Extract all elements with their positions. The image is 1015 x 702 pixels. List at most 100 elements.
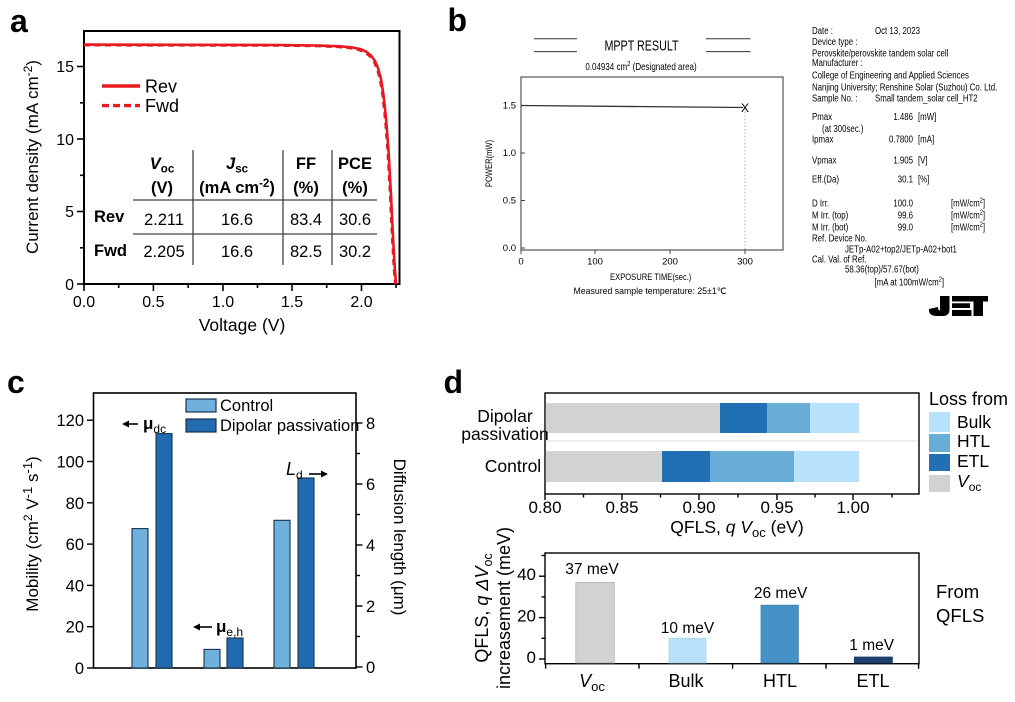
- svg-text:μe,h: μe,h: [216, 617, 243, 639]
- svg-text:16.6: 16.6: [221, 243, 253, 261]
- svg-text:[mA at 100mW/cm2]: [mA at 100mW/cm2]: [874, 276, 944, 288]
- svg-text:60: 60: [66, 536, 84, 554]
- svg-text:JETp-A02+top2/JETp-A02+bot1: JETp-A02+top2/JETp-A02+bot1: [845, 243, 957, 254]
- svg-text:0.80: 0.80: [528, 498, 561, 517]
- svg-text:4: 4: [366, 537, 375, 555]
- svg-text:30.2: 30.2: [339, 243, 371, 261]
- svg-text:10: 10: [56, 132, 74, 149]
- svg-text:Vpmax: Vpmax: [812, 154, 837, 165]
- svg-text:Dipolar: Dipolar: [477, 406, 533, 426]
- svg-text:[mW/cm2]: [mW/cm2]: [951, 197, 985, 209]
- svg-text:2.211: 2.211: [144, 211, 184, 229]
- svg-text:0.0: 0.0: [503, 243, 516, 254]
- svg-text:Diffusion length (μm): Diffusion length (μm): [390, 459, 409, 616]
- svg-text:40: 40: [66, 577, 84, 595]
- svg-text:Small tandem_solar cell_HT2: Small tandem_solar cell_HT2: [875, 92, 978, 103]
- svg-text:HTL: HTL: [763, 671, 797, 691]
- svg-text:2.205: 2.205: [143, 243, 184, 261]
- svg-text:Date :: Date :: [812, 25, 833, 36]
- svg-text:(V): (V): [151, 179, 173, 197]
- svg-text:ETL: ETL: [856, 671, 889, 691]
- svg-text:QFLS, q Voc (eV): QFLS, q Voc (eV): [670, 517, 803, 540]
- svg-text:QFLS: QFLS: [936, 605, 984, 626]
- svg-text:Bulk: Bulk: [668, 671, 704, 691]
- svg-text:20: 20: [517, 607, 536, 626]
- svg-text:6: 6: [366, 476, 375, 494]
- svg-text:[mW/cm2]: [mW/cm2]: [951, 209, 985, 221]
- svg-text:0: 0: [527, 648, 536, 667]
- svg-text:Control: Control: [220, 397, 273, 415]
- svg-text:Oct 13, 2023: Oct 13, 2023: [875, 25, 920, 36]
- svg-text:[mW/cm2]: [mW/cm2]: [951, 221, 985, 233]
- svg-text:0.0: 0.0: [73, 294, 95, 311]
- svg-text:[mA]: [mA]: [918, 133, 934, 144]
- svg-text:20: 20: [66, 619, 84, 637]
- svg-text:0: 0: [518, 257, 523, 268]
- svg-text:0.5: 0.5: [142, 294, 164, 311]
- svg-text:1.0: 1.0: [503, 148, 516, 159]
- svg-text:83.4: 83.4: [290, 211, 322, 229]
- svg-text:QFLS, q ΔVoc: QFLS, q ΔVoc: [472, 553, 495, 662]
- svg-text:Control: Control: [485, 456, 541, 476]
- svg-text:increasement (meV): increasement (meV): [494, 527, 514, 689]
- svg-text:Fwd: Fwd: [94, 242, 127, 260]
- svg-text:X: X: [741, 101, 749, 115]
- svg-text:Voc: Voc: [150, 155, 175, 176]
- svg-text:(at 300sec.): (at 300sec.): [822, 123, 864, 134]
- svg-text:1.0: 1.0: [212, 294, 234, 311]
- svg-text:Device type :: Device type :: [812, 36, 857, 47]
- svg-text:(%): (%): [293, 179, 319, 197]
- svg-text:ETL: ETL: [957, 451, 989, 471]
- svg-text:EXPOSURE TIME(sec.): EXPOSURE TIME(sec.): [610, 271, 691, 282]
- svg-text:0: 0: [65, 277, 74, 294]
- svg-text:0.04934 cm2 (Designated area): 0.04934 cm2 (Designated area): [585, 60, 696, 72]
- svg-text:Manufacturer :: Manufacturer :: [812, 57, 863, 68]
- svg-text:Current density (mA cm-2): Current density (mA cm-2): [21, 60, 42, 254]
- svg-text:Jsc: Jsc: [226, 155, 249, 176]
- svg-text:58.36(top)/57.67(bot): 58.36(top)/57.67(bot): [845, 263, 919, 274]
- svg-text:1.5: 1.5: [281, 294, 303, 311]
- svg-text:0.85: 0.85: [605, 498, 638, 517]
- svg-text:c: c: [7, 364, 25, 400]
- svg-text:Sample No. :: Sample No. :: [812, 92, 857, 103]
- svg-text:[mW]: [mW]: [918, 111, 936, 122]
- svg-text:1.905: 1.905: [893, 154, 913, 165]
- svg-text:From: From: [936, 581, 979, 602]
- svg-text:99.6: 99.6: [898, 209, 913, 220]
- svg-text:HTL: HTL: [957, 431, 990, 451]
- svg-text:Mobility (cm2 V-1 s-1): Mobility (cm2 V-1 s-1): [20, 456, 42, 611]
- svg-text:0.90: 0.90: [682, 498, 715, 517]
- svg-text:Bulk: Bulk: [957, 412, 991, 432]
- svg-text:0.5: 0.5: [503, 196, 516, 207]
- svg-text:30.6: 30.6: [339, 211, 371, 229]
- svg-text:Cal. Val. of Ref.: Cal. Val. of Ref.: [812, 253, 866, 264]
- svg-text:Eff.(Da): Eff.(Da): [812, 173, 839, 184]
- svg-text:Ref. Device No.: Ref. Device No.: [812, 232, 867, 243]
- svg-text:100.0: 100.0: [893, 197, 913, 208]
- svg-text:82.5: 82.5: [290, 243, 322, 261]
- svg-text:Ipmax: Ipmax: [812, 133, 834, 144]
- svg-text:40: 40: [517, 565, 536, 584]
- svg-text:1 meV: 1 meV: [849, 637, 894, 654]
- svg-text:Loss from: Loss from: [929, 389, 1008, 409]
- svg-text:37 meV: 37 meV: [565, 561, 619, 578]
- svg-text:b: b: [448, 2, 468, 38]
- svg-text:a: a: [10, 3, 28, 39]
- svg-text:passivation: passivation: [461, 424, 549, 444]
- svg-text:100: 100: [587, 257, 603, 268]
- svg-text:2: 2: [366, 598, 375, 616]
- svg-text:2.0: 2.0: [350, 294, 372, 311]
- svg-text:0: 0: [75, 660, 84, 678]
- svg-text:120: 120: [56, 412, 84, 430]
- svg-text:M Irr. (top): M Irr. (top): [812, 209, 848, 220]
- svg-text:26 meV: 26 meV: [754, 585, 808, 602]
- svg-text:30.1: 30.1: [898, 173, 913, 184]
- svg-text:PCE: PCE: [338, 155, 372, 173]
- svg-text:100: 100: [56, 454, 84, 472]
- svg-text:Voltage (V): Voltage (V): [199, 315, 286, 335]
- svg-text:Voc: Voc: [957, 471, 981, 494]
- svg-text:Voc: Voc: [579, 671, 605, 694]
- svg-text:Rev: Rev: [145, 77, 177, 97]
- svg-text:μdc: μdc: [143, 414, 166, 436]
- svg-text:FF: FF: [296, 155, 316, 173]
